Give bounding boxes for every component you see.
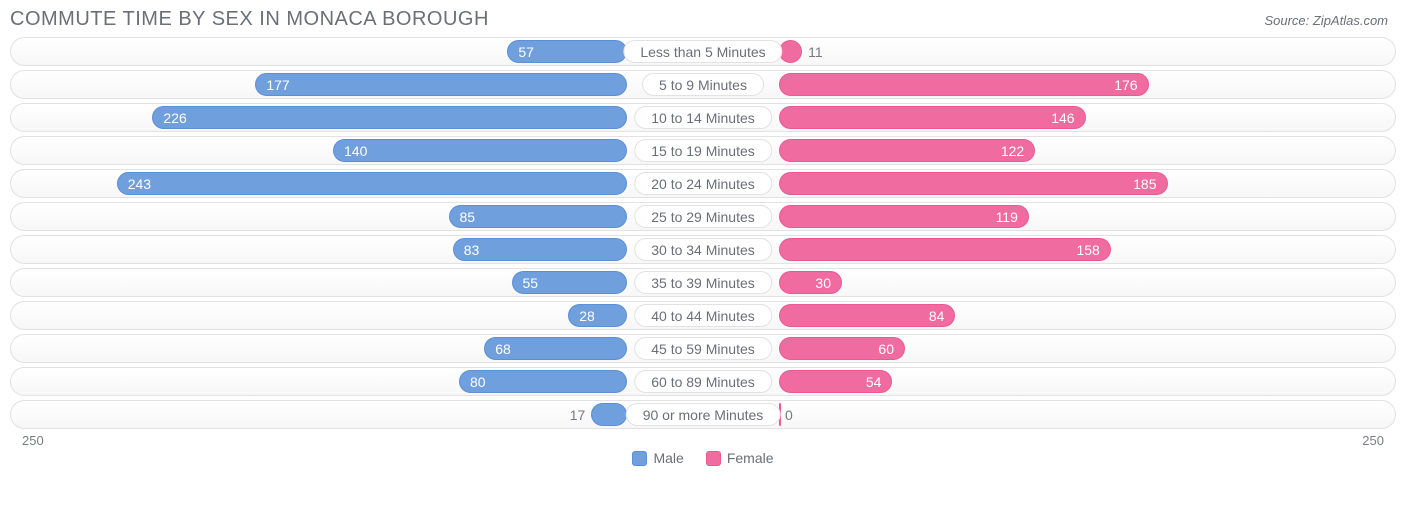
category-pill: Less than 5 Minutes [623, 40, 782, 63]
category-pill: 20 to 24 Minutes [634, 172, 772, 195]
bar-row: 80 54 60 to 89 Minutes [10, 367, 1396, 396]
female-value: 185 [1123, 176, 1166, 192]
chart-area: 57 11 Less than 5 Minutes 177 176 5 to 9 Minu… [0, 37, 1406, 466]
bar-row: 83 158 30 to 34 Minutes [10, 235, 1396, 264]
male-value: 17 [570, 401, 586, 428]
female-swatch [706, 451, 721, 466]
bar-row: 17 090 or more Minutes [10, 400, 1396, 429]
female-bar: 54 [779, 370, 892, 393]
male-bar: 85 [449, 205, 628, 228]
male-value: 68 [485, 341, 521, 357]
male-bar: 243 [117, 172, 627, 195]
bar-row: 226 146 10 to 14 Minutes [10, 103, 1396, 132]
male-bar: 68 [484, 337, 627, 360]
male-bar: 226 [152, 106, 627, 129]
male-value: 85 [450, 209, 486, 225]
legend-male-label: Male [653, 450, 683, 466]
male-bar: 80 [459, 370, 627, 393]
category-pill: 30 to 34 Minutes [634, 238, 772, 261]
female-value: 54 [856, 374, 892, 390]
female-value: 176 [1104, 77, 1147, 93]
male-value: 80 [460, 374, 496, 390]
male-bar: 57 [507, 40, 627, 63]
female-bar: 30 [779, 271, 842, 294]
chart-title: COMMUTE TIME BY SEX IN MONACA BOROUGH [10, 8, 489, 31]
male-value: 177 [256, 77, 299, 93]
bar-row: 68 60 45 to 59 Minutes [10, 334, 1396, 363]
bar-row: 140 122 15 to 19 Minutes [10, 136, 1396, 165]
male-value: 226 [153, 110, 196, 126]
male-value: 243 [118, 176, 161, 192]
category-pill: 5 to 9 Minutes [642, 73, 764, 96]
female-value: 146 [1041, 110, 1084, 126]
legend-item-male: Male [632, 450, 683, 466]
female-bar: 122 [779, 139, 1035, 162]
bar-row: 55 30 35 to 39 Minutes [10, 268, 1396, 297]
male-value: 140 [334, 143, 377, 159]
female-bar: 158 [779, 238, 1111, 261]
axis-row: 250 250 [10, 433, 1396, 448]
female-bar: 176 [779, 73, 1149, 96]
female-value: 60 [868, 341, 904, 357]
legend: Male Female [10, 448, 1396, 466]
category-pill: 35 to 39 Minutes [634, 271, 772, 294]
female-bar: 60 [779, 337, 905, 360]
legend-item-female: Female [706, 450, 774, 466]
female-value: 122 [991, 143, 1034, 159]
male-swatch [632, 451, 647, 466]
source-label: Source: ZipAtlas.com [1264, 13, 1388, 28]
male-value: 28 [569, 308, 605, 324]
bar-row: 243 185 20 to 24 Minutes [10, 169, 1396, 198]
axis-left-label: 250 [22, 433, 44, 448]
male-bar: 28 [568, 304, 627, 327]
male-bar: 177 [255, 73, 627, 96]
bar-row: 177 176 5 to 9 Minutes [10, 70, 1396, 99]
category-pill: 45 to 59 Minutes [634, 337, 772, 360]
female-value: 119 [986, 209, 1028, 225]
female-value: 0 [785, 401, 793, 428]
male-bar: 55 [512, 271, 628, 294]
male-bar [591, 403, 627, 426]
female-bar [779, 40, 802, 63]
male-bar: 83 [453, 238, 627, 261]
category-pill: 10 to 14 Minutes [634, 106, 772, 129]
bar-row: 85 119 25 to 29 Minutes [10, 202, 1396, 231]
category-pill: 25 to 29 Minutes [634, 205, 772, 228]
female-value: 158 [1066, 242, 1109, 258]
female-value: 84 [919, 308, 955, 324]
female-bar: 146 [779, 106, 1086, 129]
category-pill: 60 to 89 Minutes [634, 370, 772, 393]
female-bar: 119 [779, 205, 1029, 228]
axis-right-label: 250 [1362, 433, 1384, 448]
male-bar: 140 [333, 139, 627, 162]
male-value: 57 [508, 44, 544, 60]
female-value: 11 [808, 38, 823, 65]
bar-row: 28 84 40 to 44 Minutes [10, 301, 1396, 330]
female-bar: 84 [779, 304, 955, 327]
category-pill: 15 to 19 Minutes [634, 139, 772, 162]
category-pill: 90 or more Minutes [626, 403, 781, 426]
male-value: 55 [513, 275, 549, 291]
legend-female-label: Female [727, 450, 774, 466]
bar-row: 57 11 Less than 5 Minutes [10, 37, 1396, 66]
female-value: 30 [805, 275, 841, 291]
female-bar: 185 [779, 172, 1168, 195]
male-value: 83 [454, 242, 490, 258]
category-pill: 40 to 44 Minutes [634, 304, 772, 327]
